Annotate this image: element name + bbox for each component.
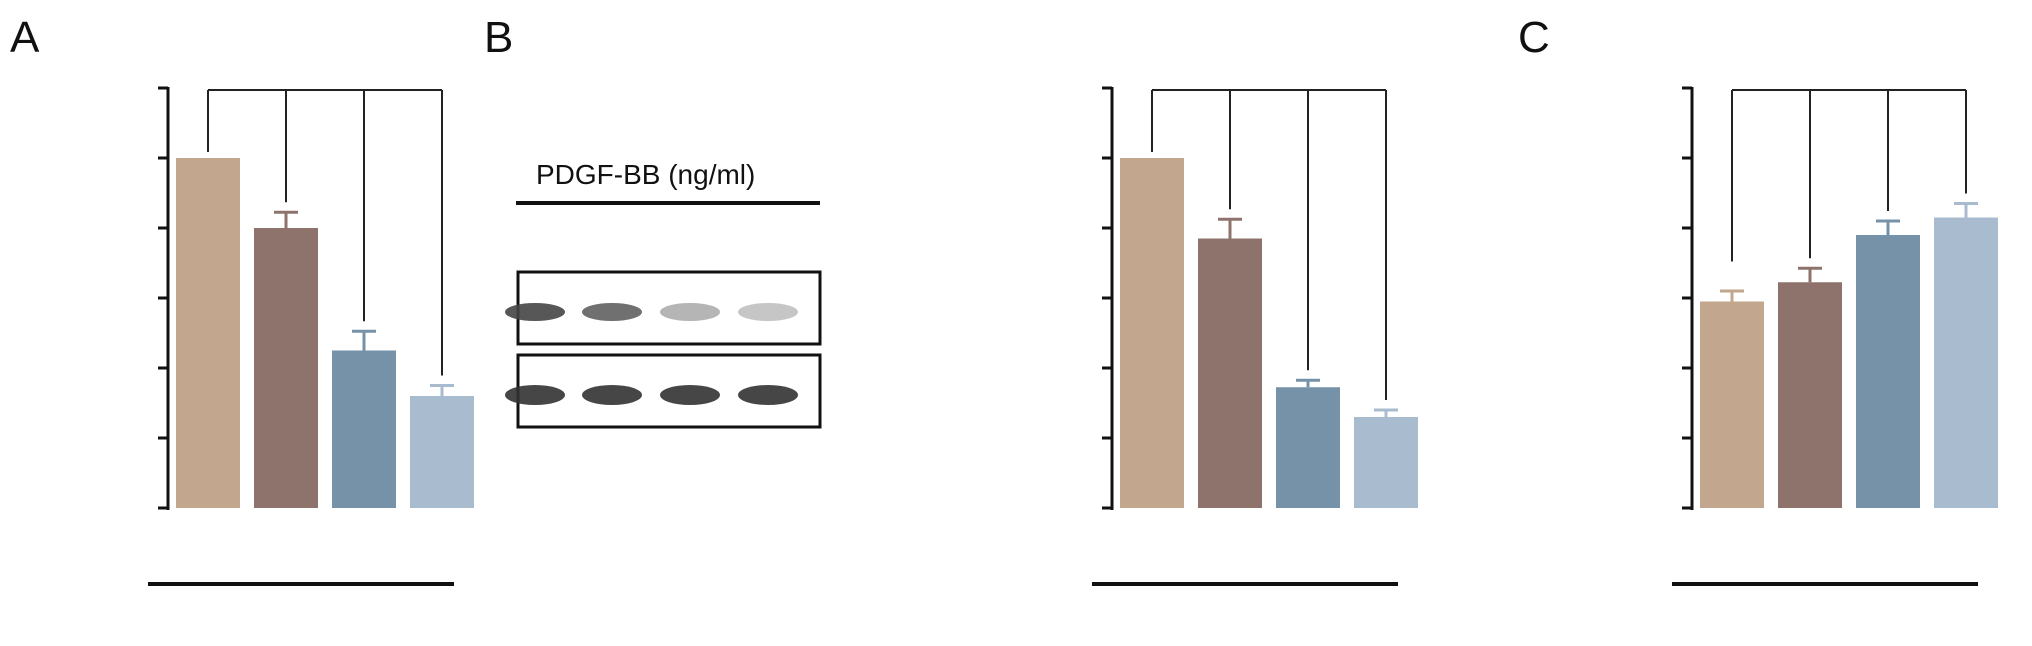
panel-letter-b: B (484, 13, 513, 62)
blot-band (738, 303, 798, 321)
bar (1934, 217, 1998, 508)
blot-band (505, 385, 565, 405)
blot-band (660, 303, 720, 321)
panel-letter-c: C (1518, 13, 1550, 62)
bar (332, 350, 396, 508)
bar (1700, 301, 1764, 508)
bar (1198, 238, 1262, 508)
bar (1856, 235, 1920, 508)
bar (1354, 417, 1418, 508)
bar (410, 396, 474, 508)
blot-band (582, 385, 642, 405)
chart-mrna-spint2 (148, 86, 474, 586)
bar (1276, 387, 1340, 508)
chart-od-value (1672, 86, 1998, 586)
bar (1120, 158, 1184, 508)
blot-band (738, 385, 798, 405)
blot-band (505, 303, 565, 321)
bar (1778, 282, 1842, 508)
bar (254, 228, 318, 508)
blot-band (582, 303, 642, 321)
panel-letter-a: A (10, 13, 40, 62)
blot-treatment-label: PDGF-BB (ng/ml) (536, 159, 755, 190)
blot-band (660, 385, 720, 405)
chart-protein-spint2 (1092, 86, 1418, 586)
western-blot: PDGF-BB (ng/ml) (505, 159, 822, 429)
bar (176, 158, 240, 508)
